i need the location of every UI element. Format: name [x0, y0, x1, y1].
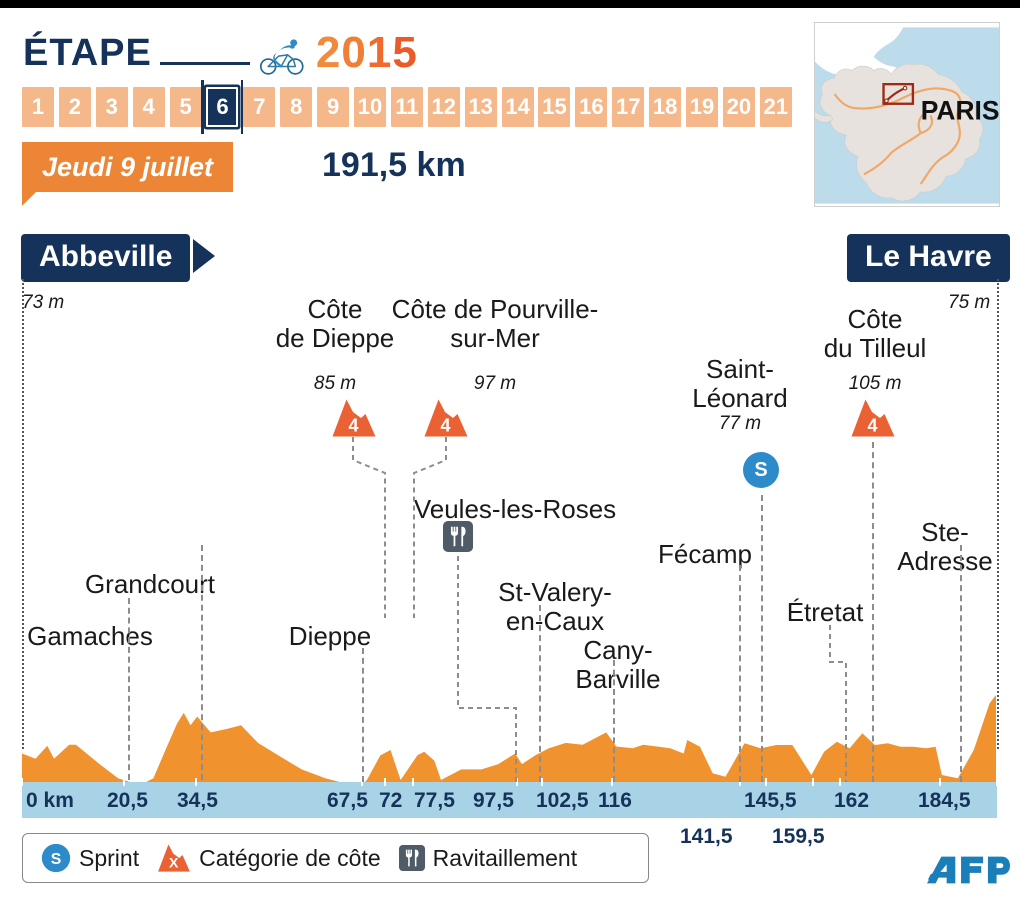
svg-text:4: 4: [867, 416, 877, 436]
svg-text:X: X: [169, 855, 179, 871]
svg-text:4: 4: [440, 416, 450, 436]
svg-text:S: S: [51, 851, 62, 868]
svg-text:4: 4: [348, 416, 358, 436]
